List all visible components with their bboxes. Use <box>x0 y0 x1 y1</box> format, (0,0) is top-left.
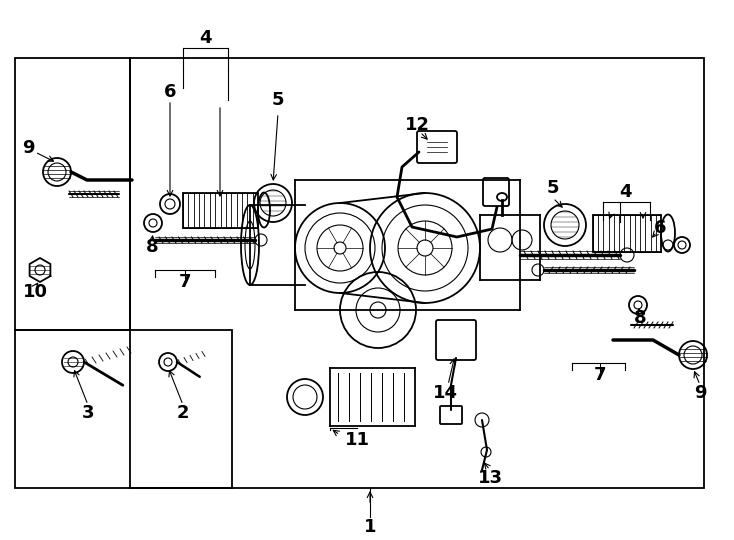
Bar <box>130 58 704 488</box>
Text: 13: 13 <box>478 469 503 487</box>
Text: 11: 11 <box>344 431 369 449</box>
Text: 10: 10 <box>23 283 48 301</box>
Text: 4: 4 <box>199 29 211 47</box>
Text: 5: 5 <box>272 91 284 109</box>
Bar <box>15 330 232 488</box>
Text: 3: 3 <box>81 404 94 422</box>
Text: 9: 9 <box>694 384 706 402</box>
Text: 6: 6 <box>654 219 666 237</box>
Text: 7: 7 <box>594 366 606 384</box>
Text: 7: 7 <box>179 273 192 291</box>
Text: 6: 6 <box>164 83 176 101</box>
Text: 9: 9 <box>22 139 34 157</box>
Text: 5: 5 <box>547 179 559 197</box>
Text: 1: 1 <box>364 518 377 536</box>
Text: 8: 8 <box>145 238 159 256</box>
Text: 4: 4 <box>619 183 631 201</box>
Text: 12: 12 <box>404 116 429 134</box>
Text: 14: 14 <box>432 384 457 402</box>
Text: 8: 8 <box>633 309 647 327</box>
Text: 2: 2 <box>177 404 189 422</box>
Bar <box>15 58 130 330</box>
